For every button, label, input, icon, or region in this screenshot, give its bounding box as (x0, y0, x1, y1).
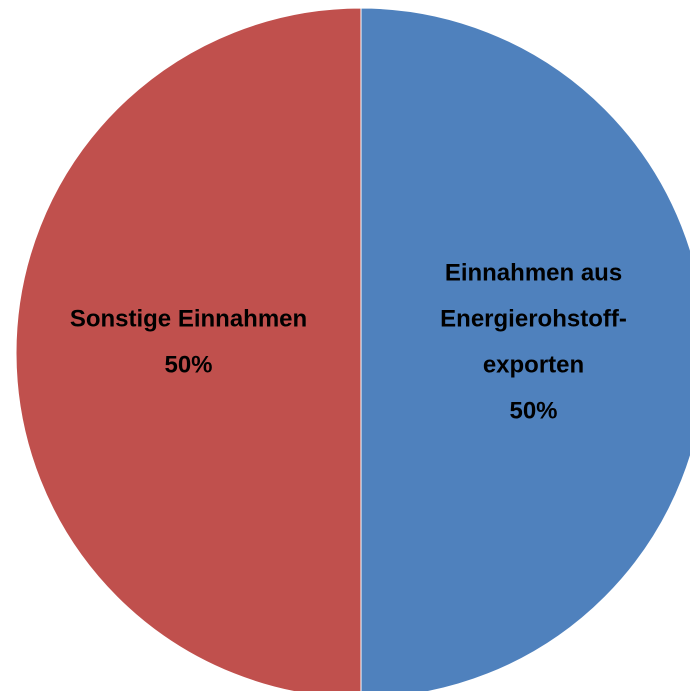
value-label: 50% (164, 351, 212, 378)
slice-label: Energierohstoff- (440, 305, 627, 332)
slice-label: Sonstige Einnahmen (70, 305, 307, 332)
slice-label: Einnahmen aus (445, 259, 622, 286)
pie-slice (15, 7, 362, 691)
slice-label: exporten (483, 351, 584, 378)
value-label: 50% (509, 397, 557, 424)
pie-slice (360, 7, 690, 691)
